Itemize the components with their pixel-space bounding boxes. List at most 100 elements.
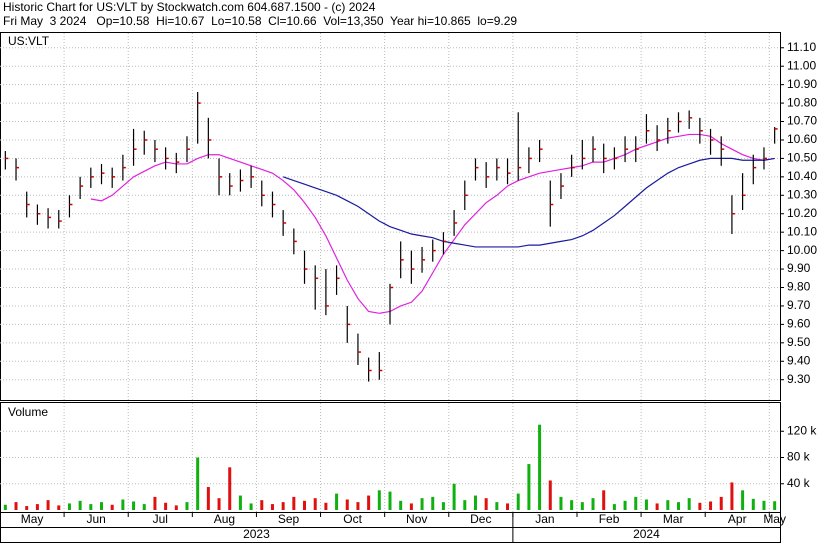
moving-average [282, 157, 775, 248]
y-tick-label: 9.50 [787, 335, 811, 349]
volume-bar [730, 482, 734, 510]
volume-bar [185, 502, 189, 510]
volume-bar [142, 504, 146, 510]
volume-bar [367, 495, 371, 510]
volume-bar [78, 500, 82, 510]
y-tick-label: 11.00 [787, 58, 816, 72]
volume-bar [773, 501, 777, 510]
x-tick-label: Jun [86, 512, 105, 526]
chart-subtitle: Fri May 3 2024 Op=10.58 Hi=10.67 Lo=10.5… [3, 14, 517, 28]
volume-bar [153, 496, 157, 510]
volume-bar [473, 495, 477, 510]
x-tick-label: Jul [153, 512, 168, 526]
volume-label: Volume [8, 405, 48, 419]
year-label: 2024 [633, 527, 660, 541]
volume-bar [666, 500, 670, 510]
volume-bar [559, 496, 563, 510]
volume-bar [238, 495, 242, 510]
volume-bar [634, 496, 638, 510]
volume-bar [174, 505, 178, 510]
volume-bar [516, 493, 520, 510]
y-tick-label: 9.30 [787, 372, 811, 386]
volume-bar [463, 500, 467, 510]
volume-bar [420, 498, 424, 510]
y-tick-label: 10.30 [787, 187, 817, 201]
volume-bar [591, 498, 595, 510]
y-tick-label: 9.40 [787, 353, 811, 367]
volume-bar [676, 502, 680, 510]
volume-bar [206, 487, 210, 510]
volume-bar [356, 502, 360, 510]
volume-bar [709, 501, 713, 510]
y-tick-label: 10.40 [787, 169, 817, 183]
volume-bar [217, 498, 221, 510]
volume-bar [623, 500, 627, 510]
volume-bar [452, 483, 456, 510]
price-panel [0, 32, 781, 401]
y-tick-label: 120 k [787, 423, 817, 437]
volume-bar [687, 498, 691, 510]
volume-bar [377, 490, 381, 510]
volume-bar [580, 502, 584, 510]
volume-bar [132, 501, 136, 510]
x-tick-label: Apr [728, 512, 747, 526]
volume-bar [281, 502, 285, 510]
volume-bar [164, 502, 168, 510]
y-tick-label: 10.80 [787, 95, 817, 109]
volume-bar [3, 504, 7, 510]
x-tick-label: Aug [214, 512, 235, 526]
y-tick-label: 40 k [787, 476, 811, 490]
x-tick-label: Oct [343, 512, 362, 526]
y-tick-label: 10.20 [787, 206, 817, 220]
y-tick-label: 80 k [787, 450, 811, 464]
y-tick-label: 10.90 [787, 77, 817, 91]
y-tick-label: 10.60 [787, 132, 817, 146]
volume-bar [399, 500, 403, 510]
volume-bar [345, 499, 349, 510]
y-tick-label: 9.80 [787, 280, 811, 294]
volume-bar [741, 490, 745, 510]
volume-bar [570, 500, 574, 510]
volume-bar [270, 504, 274, 510]
volume-bar [719, 496, 723, 510]
x-tick-label: Mar [663, 512, 684, 526]
y-tick-label: 10.70 [787, 114, 817, 128]
volume-bar [506, 503, 510, 510]
y-tick-label: 11.10 [787, 40, 816, 54]
x-tick-label: May [21, 512, 44, 526]
volume-bar [698, 502, 702, 510]
x-tick-label: Nov [406, 512, 427, 526]
volume-bar [303, 500, 307, 510]
volume-bar [431, 496, 435, 510]
volume-bar [260, 500, 264, 510]
volume-bar [538, 424, 542, 510]
volume-bar [313, 498, 317, 510]
symbol-label: US:VLT [8, 34, 50, 48]
volume-bar [57, 505, 61, 510]
volume-bar [527, 464, 531, 510]
x-tick-label: Feb [599, 512, 620, 526]
volume-bar [324, 502, 328, 510]
y-tick-label: 10.00 [787, 243, 817, 257]
x-tick-label: Jan [535, 512, 554, 526]
y-tick-label: 9.70 [787, 298, 811, 312]
volume-bar [602, 490, 606, 510]
volume-bar [292, 496, 296, 510]
volume-bar [495, 502, 499, 510]
volume-bar [548, 480, 552, 510]
y-tick-label: 10.10 [787, 224, 817, 238]
volume-bar [612, 504, 616, 510]
volume-bar [335, 493, 339, 510]
x-tick-label: May [763, 512, 786, 526]
volume-bar [249, 503, 253, 510]
volume-bar [644, 499, 648, 510]
volume-bar [89, 504, 93, 510]
chart-title: Historic Chart for US:VLT by Stockwatch.… [3, 0, 376, 14]
y-tick-label: 9.90 [787, 261, 811, 275]
volume-bar [196, 457, 200, 510]
volume-bar [228, 467, 232, 510]
volume-bar [110, 504, 114, 510]
volume-bar [441, 502, 445, 510]
